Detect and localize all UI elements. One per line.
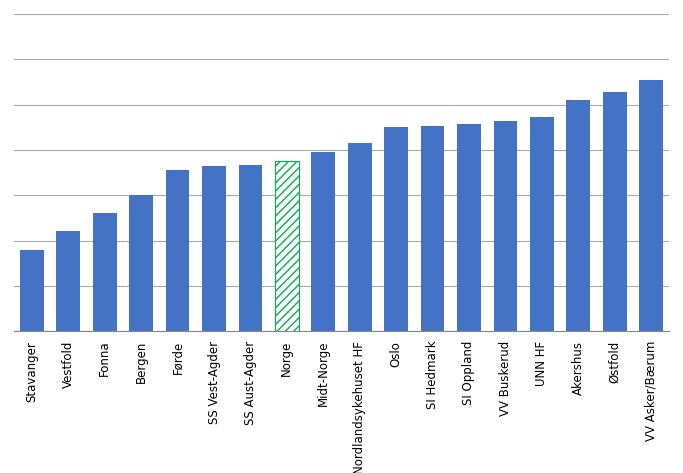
Bar (639, 80, 663, 331)
Bar (385, 127, 408, 331)
Bar (566, 100, 590, 331)
Bar (57, 231, 80, 331)
Bar (457, 124, 481, 331)
Bar (93, 213, 117, 331)
Bar (311, 152, 335, 331)
Bar (129, 195, 153, 331)
Bar (20, 250, 44, 331)
Bar (348, 143, 372, 331)
Bar (202, 166, 226, 331)
Bar (275, 161, 298, 331)
Bar (603, 92, 626, 331)
Bar (530, 117, 554, 331)
Bar (238, 165, 262, 331)
Bar (421, 126, 445, 331)
Bar (166, 170, 189, 331)
Bar (494, 121, 517, 331)
